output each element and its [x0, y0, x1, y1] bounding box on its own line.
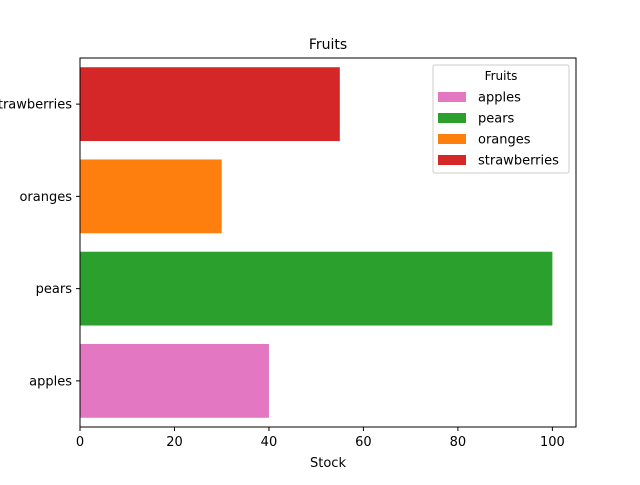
x-axis-label: Stock — [310, 456, 346, 471]
legend-swatch-apples — [438, 92, 466, 102]
x-tick-label: 80 — [450, 435, 467, 450]
y-tick-label: oranges — [19, 190, 72, 205]
y-tick-label: apples — [29, 374, 72, 389]
y-tick-label: strawberries — [0, 98, 72, 113]
legend-label-pears: pears — [478, 112, 515, 127]
bar-oranges — [80, 159, 222, 234]
legend-label-apples: apples — [478, 91, 521, 106]
x-tick-label: 0 — [76, 435, 84, 450]
legend-swatch-oranges — [438, 134, 466, 144]
y-tick-label: pears — [36, 282, 73, 297]
x-tick-label: 20 — [166, 435, 183, 450]
legend-box — [432, 64, 570, 174]
x-tick-label: 60 — [355, 435, 372, 450]
bar-apples — [80, 343, 269, 418]
bars-group — [80, 67, 553, 418]
legend-swatch-pears — [438, 113, 466, 123]
y-axis: apples pears oranges strawberries — [0, 98, 80, 389]
x-axis: 0 20 40 60 80 100 — [76, 427, 565, 450]
legend-title: Fruits — [485, 69, 518, 83]
legend-label-oranges: oranges — [478, 133, 531, 148]
legend-label-strawberries: strawberries — [478, 154, 559, 169]
bar-strawberries — [80, 67, 340, 142]
chart-title: Fruits — [309, 37, 347, 53]
plot-frame — [79, 57, 577, 428]
bar-pears — [80, 251, 553, 326]
legend-swatch-strawberries — [438, 155, 466, 165]
legend: Fruits apples pears oranges strawberries — [432, 64, 570, 174]
x-tick-label: 40 — [261, 435, 278, 450]
x-tick-label: 100 — [540, 435, 565, 450]
